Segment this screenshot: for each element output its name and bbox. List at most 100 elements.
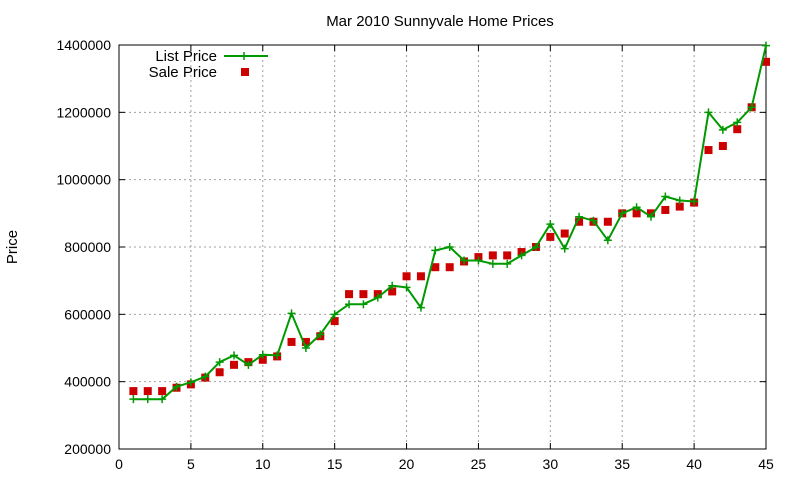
sale-price-point xyxy=(345,290,354,299)
sale-price-point xyxy=(143,387,152,396)
sale-price-point xyxy=(675,202,684,211)
sale-price-point xyxy=(704,146,713,155)
list-price-point xyxy=(345,300,354,309)
list-price-point xyxy=(661,192,670,201)
list-price-point xyxy=(603,236,612,245)
sale-price-point xyxy=(388,287,397,296)
list-price-point xyxy=(215,358,224,367)
list-price-point xyxy=(301,344,310,352)
list-price-point xyxy=(762,41,770,50)
sale-price-point xyxy=(402,272,411,281)
x-tick-label: 10 xyxy=(255,456,271,472)
x-axis-ticks: 0 5 10 15 20 25 30 35 40 45 xyxy=(115,45,774,472)
sale-price-point xyxy=(258,355,267,364)
x-tick-label: 20 xyxy=(399,456,415,472)
list-price-point xyxy=(445,243,454,251)
x-tick-label: 25 xyxy=(471,456,487,472)
sale-price-point xyxy=(762,57,770,66)
sale-price-point xyxy=(488,251,497,260)
sale-price-point xyxy=(301,337,310,346)
list-price-point xyxy=(258,350,267,359)
y-axis-label: Price xyxy=(4,230,21,264)
list-price-point xyxy=(402,283,411,292)
y-axis-ticks: 200000 400000 600000 800000 1000000 1200000 14… xyxy=(56,37,766,457)
y-tick-label: 1200000 xyxy=(56,104,111,120)
list-price-point xyxy=(330,310,339,319)
y-tick-label: 800000 xyxy=(64,239,111,255)
list-price-point xyxy=(546,220,555,229)
list-price-point xyxy=(416,303,425,312)
sale-price-point xyxy=(733,125,742,134)
list-price-point xyxy=(560,244,569,253)
list-price-point xyxy=(431,246,440,255)
x-tick-label: 0 xyxy=(115,456,123,472)
list-price-point xyxy=(646,212,655,221)
x-tick-label: 35 xyxy=(614,456,630,472)
legend-label-sale-price: Sale Price xyxy=(149,64,217,81)
list-price-point xyxy=(172,382,181,391)
list-price-point xyxy=(488,259,497,268)
sale-price-point xyxy=(560,229,569,238)
x-tick-label: 40 xyxy=(686,456,702,472)
series xyxy=(129,41,770,404)
sale-price-point xyxy=(546,232,555,241)
sale-price-point xyxy=(287,337,296,346)
list-price-point xyxy=(690,197,699,206)
series-list-price xyxy=(129,41,770,404)
list-price-point xyxy=(244,360,253,369)
list-price-point xyxy=(359,300,368,309)
grid xyxy=(119,45,766,449)
y-tick-label: 600000 xyxy=(64,306,111,322)
list-price-point xyxy=(531,243,540,251)
list-price-line xyxy=(133,45,767,401)
x-tick-label: 45 xyxy=(758,456,774,472)
sale-price-point xyxy=(416,272,425,281)
legend-marker-list-price xyxy=(240,52,248,60)
x-tick-label: 5 xyxy=(187,456,195,472)
sale-price-point xyxy=(661,205,670,214)
list-price-point xyxy=(316,330,325,339)
chart-title: Mar 2010 Sunnyvale Home Prices xyxy=(326,13,554,30)
list-price-point xyxy=(186,378,195,387)
list-price-point xyxy=(589,216,598,225)
list-price-point xyxy=(474,256,483,265)
list-price-point xyxy=(287,309,296,318)
list-price-point xyxy=(704,108,713,117)
x-tick-label: 15 xyxy=(327,456,343,472)
list-price-point xyxy=(388,281,397,290)
sale-price-point xyxy=(230,360,239,369)
list-price-point xyxy=(373,293,382,302)
list-price-point xyxy=(230,351,239,360)
sale-price-point xyxy=(359,290,368,299)
sale-price-point xyxy=(718,142,727,150)
sale-price-point xyxy=(431,263,440,272)
list-price-point xyxy=(733,118,742,127)
sale-price-point xyxy=(445,263,454,272)
y-tick-label: 400000 xyxy=(64,374,111,390)
list-price-point xyxy=(143,395,152,404)
sale-price-point xyxy=(129,387,138,396)
sale-price-point xyxy=(603,217,612,226)
list-price-point xyxy=(718,125,727,134)
sale-price-point xyxy=(158,387,167,396)
plot-frame xyxy=(118,44,767,450)
list-price-point xyxy=(618,209,627,218)
sale-price-point xyxy=(330,317,339,326)
list-price-point xyxy=(632,203,641,212)
list-price-point xyxy=(747,103,756,112)
list-price-point xyxy=(273,351,282,360)
list-price-point xyxy=(158,395,167,404)
y-tick-label: 1400000 xyxy=(56,37,111,53)
legend-label-list-price: List Price xyxy=(155,48,217,65)
sale-price-point xyxy=(575,217,584,226)
list-price-point xyxy=(675,196,684,205)
sale-price-point xyxy=(632,209,641,218)
list-price-point xyxy=(129,395,138,404)
list-price-point xyxy=(517,251,526,260)
sale-price-point xyxy=(215,368,224,377)
y-tick-label: 1000000 xyxy=(56,172,111,188)
y-tick-label: 200000 xyxy=(64,441,111,457)
list-price-point xyxy=(201,372,210,381)
legend-marker-sale-price xyxy=(241,68,249,76)
